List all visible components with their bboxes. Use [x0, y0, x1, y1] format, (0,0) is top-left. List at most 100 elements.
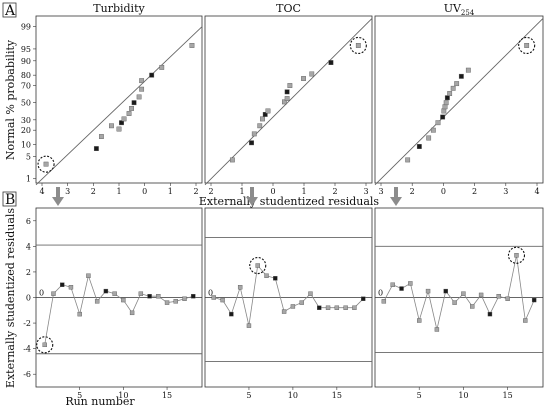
y-tick-label: 95	[21, 45, 31, 54]
fit-line	[204, 18, 373, 186]
residual-point	[308, 291, 313, 296]
y-axis-label-bottom: Externally studentized residuals	[4, 208, 17, 389]
residual-point	[505, 296, 510, 301]
x-tick-label: 1	[239, 187, 244, 196]
data-point	[309, 71, 315, 77]
data-point	[284, 96, 290, 101]
chart-title: UV254	[444, 2, 475, 17]
data-point	[430, 127, 436, 133]
residual-point	[68, 285, 74, 290]
fit-line	[374, 18, 544, 186]
x-tick-label: 15	[503, 391, 513, 400]
data-point	[98, 134, 104, 139]
data-point	[262, 111, 268, 117]
x-axis-label-bottom: Run number	[65, 395, 135, 408]
residual-point	[470, 304, 475, 309]
residual-point	[264, 273, 269, 278]
zero-tick-label: 0	[208, 289, 213, 298]
residual-point	[273, 276, 278, 281]
x-tick-label: 5	[246, 391, 251, 400]
outlier-circle	[349, 36, 367, 55]
arrow-shaft	[394, 187, 398, 198]
y-tick-label: 0	[26, 294, 31, 303]
x-tick-label: 1	[168, 187, 173, 196]
y-tick-label: 10	[21, 141, 31, 150]
residual-point	[103, 288, 109, 294]
zero-tick-label: 0	[39, 289, 44, 298]
panel-b-box	[2, 191, 17, 207]
data-point	[426, 135, 432, 141]
data-point	[139, 86, 145, 92]
panel-label-b: B	[5, 192, 15, 208]
residual-point	[334, 305, 340, 310]
npp-frame	[204, 15, 373, 184]
residual-series-line	[44, 274, 194, 345]
panel-label-a: A	[4, 3, 16, 19]
data-point	[149, 72, 155, 78]
y-tick-label: 90	[21, 57, 31, 66]
y-tick-label: -2	[23, 319, 31, 328]
data-point	[260, 116, 265, 122]
arrow-head	[52, 197, 64, 206]
data-point	[287, 83, 293, 88]
x-tick-label: 15	[332, 391, 342, 400]
outlier-circle	[249, 256, 267, 275]
data-point	[284, 89, 290, 95]
data-point	[189, 43, 195, 48]
data-point	[131, 100, 137, 106]
residual-point	[51, 291, 56, 296]
residual-point	[417, 318, 422, 323]
y-tick-label: 80	[21, 71, 31, 80]
residual-point	[42, 342, 47, 348]
x-tick-label: 5	[77, 391, 82, 400]
y-tick-label: 6	[26, 217, 31, 226]
data-point	[126, 111, 132, 116]
y-tick-label: 5	[26, 152, 31, 161]
x-tick-label: 5	[417, 391, 422, 400]
data-point	[416, 144, 422, 149]
data-point	[257, 123, 263, 129]
residual-point	[325, 305, 331, 310]
outlier-circle	[507, 246, 526, 264]
data-point	[265, 108, 271, 114]
x-tick-label: 3	[363, 187, 368, 196]
data-point	[136, 94, 142, 100]
data-point	[355, 43, 361, 48]
outlier-circle	[37, 155, 55, 173]
residual-point	[531, 297, 537, 303]
data-point	[405, 157, 411, 163]
residual-point	[514, 253, 519, 258]
y-tick-label: 70	[21, 82, 31, 91]
panel-a-box	[2, 2, 17, 18]
residual-point	[129, 310, 135, 316]
residual-point	[112, 291, 117, 296]
x-tick-label: 0	[270, 187, 275, 196]
data-point	[443, 100, 449, 106]
zero-tick-label: 0	[378, 289, 383, 298]
residual-point	[60, 282, 65, 287]
data-point	[119, 120, 124, 126]
residual-point	[138, 291, 144, 296]
x-tick-label: 2	[208, 187, 213, 196]
y-tick-label: 2	[26, 268, 31, 277]
residual-point	[434, 327, 440, 332]
residual-point	[147, 294, 152, 299]
data-point	[442, 104, 448, 110]
residual-point	[523, 318, 528, 323]
data-point	[524, 43, 530, 48]
residual-point	[281, 309, 287, 314]
residual-point	[461, 291, 466, 296]
arrow-head	[246, 197, 258, 206]
y-tick-label: 50	[21, 99, 31, 108]
x-tick-label: 2	[193, 187, 198, 196]
residual-point	[229, 311, 234, 317]
arrow-head	[390, 197, 402, 206]
data-point	[301, 76, 306, 81]
residual-point	[399, 286, 404, 291]
x-axis-label-top: Externally studentized residuals	[199, 195, 380, 208]
data-point	[328, 60, 334, 65]
residual-point	[77, 311, 82, 317]
data-point	[281, 99, 287, 105]
data-point	[229, 157, 235, 163]
